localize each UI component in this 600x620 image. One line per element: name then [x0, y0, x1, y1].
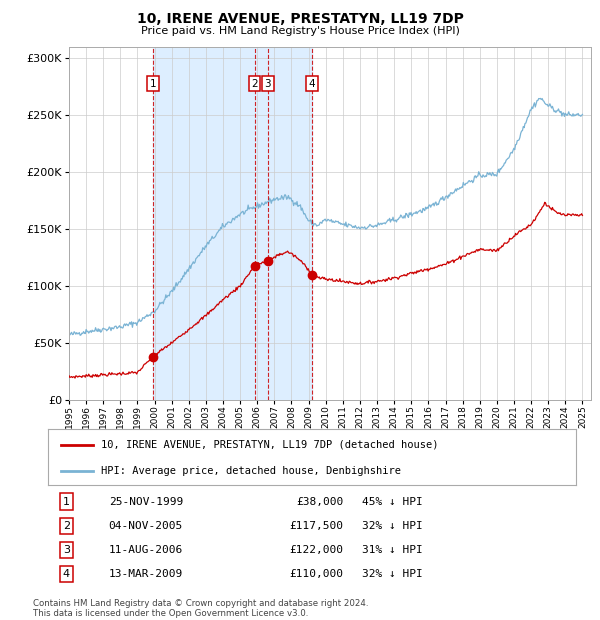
- Text: 25-NOV-1999: 25-NOV-1999: [109, 497, 183, 507]
- Text: 11-AUG-2006: 11-AUG-2006: [109, 545, 183, 555]
- Text: 4: 4: [63, 569, 70, 579]
- Text: 10, IRENE AVENUE, PRESTATYN, LL19 7DP (detached house): 10, IRENE AVENUE, PRESTATYN, LL19 7DP (d…: [101, 440, 438, 450]
- Text: £117,500: £117,500: [290, 521, 344, 531]
- Text: 10, IRENE AVENUE, PRESTATYN, LL19 7DP: 10, IRENE AVENUE, PRESTATYN, LL19 7DP: [137, 12, 463, 27]
- Text: 32% ↓ HPI: 32% ↓ HPI: [362, 521, 423, 531]
- Bar: [153, 46, 312, 400]
- Text: 13-MAR-2009: 13-MAR-2009: [109, 569, 183, 579]
- Text: 4: 4: [309, 79, 316, 89]
- Text: 1: 1: [149, 79, 156, 89]
- Text: 32% ↓ HPI: 32% ↓ HPI: [362, 569, 423, 579]
- Text: 45% ↓ HPI: 45% ↓ HPI: [362, 497, 423, 507]
- Text: 3: 3: [265, 79, 271, 89]
- Text: £110,000: £110,000: [290, 569, 344, 579]
- Text: £122,000: £122,000: [290, 545, 344, 555]
- Text: 04-NOV-2005: 04-NOV-2005: [109, 521, 183, 531]
- Text: £38,000: £38,000: [296, 497, 344, 507]
- Text: 2: 2: [63, 521, 70, 531]
- Text: 2: 2: [251, 79, 258, 89]
- Text: Price paid vs. HM Land Registry's House Price Index (HPI): Price paid vs. HM Land Registry's House …: [140, 26, 460, 36]
- Text: Contains HM Land Registry data © Crown copyright and database right 2024.
This d: Contains HM Land Registry data © Crown c…: [33, 599, 368, 618]
- Text: 3: 3: [63, 545, 70, 555]
- Text: 31% ↓ HPI: 31% ↓ HPI: [362, 545, 423, 555]
- Text: 1: 1: [63, 497, 70, 507]
- Text: HPI: Average price, detached house, Denbighshire: HPI: Average price, detached house, Denb…: [101, 466, 401, 476]
